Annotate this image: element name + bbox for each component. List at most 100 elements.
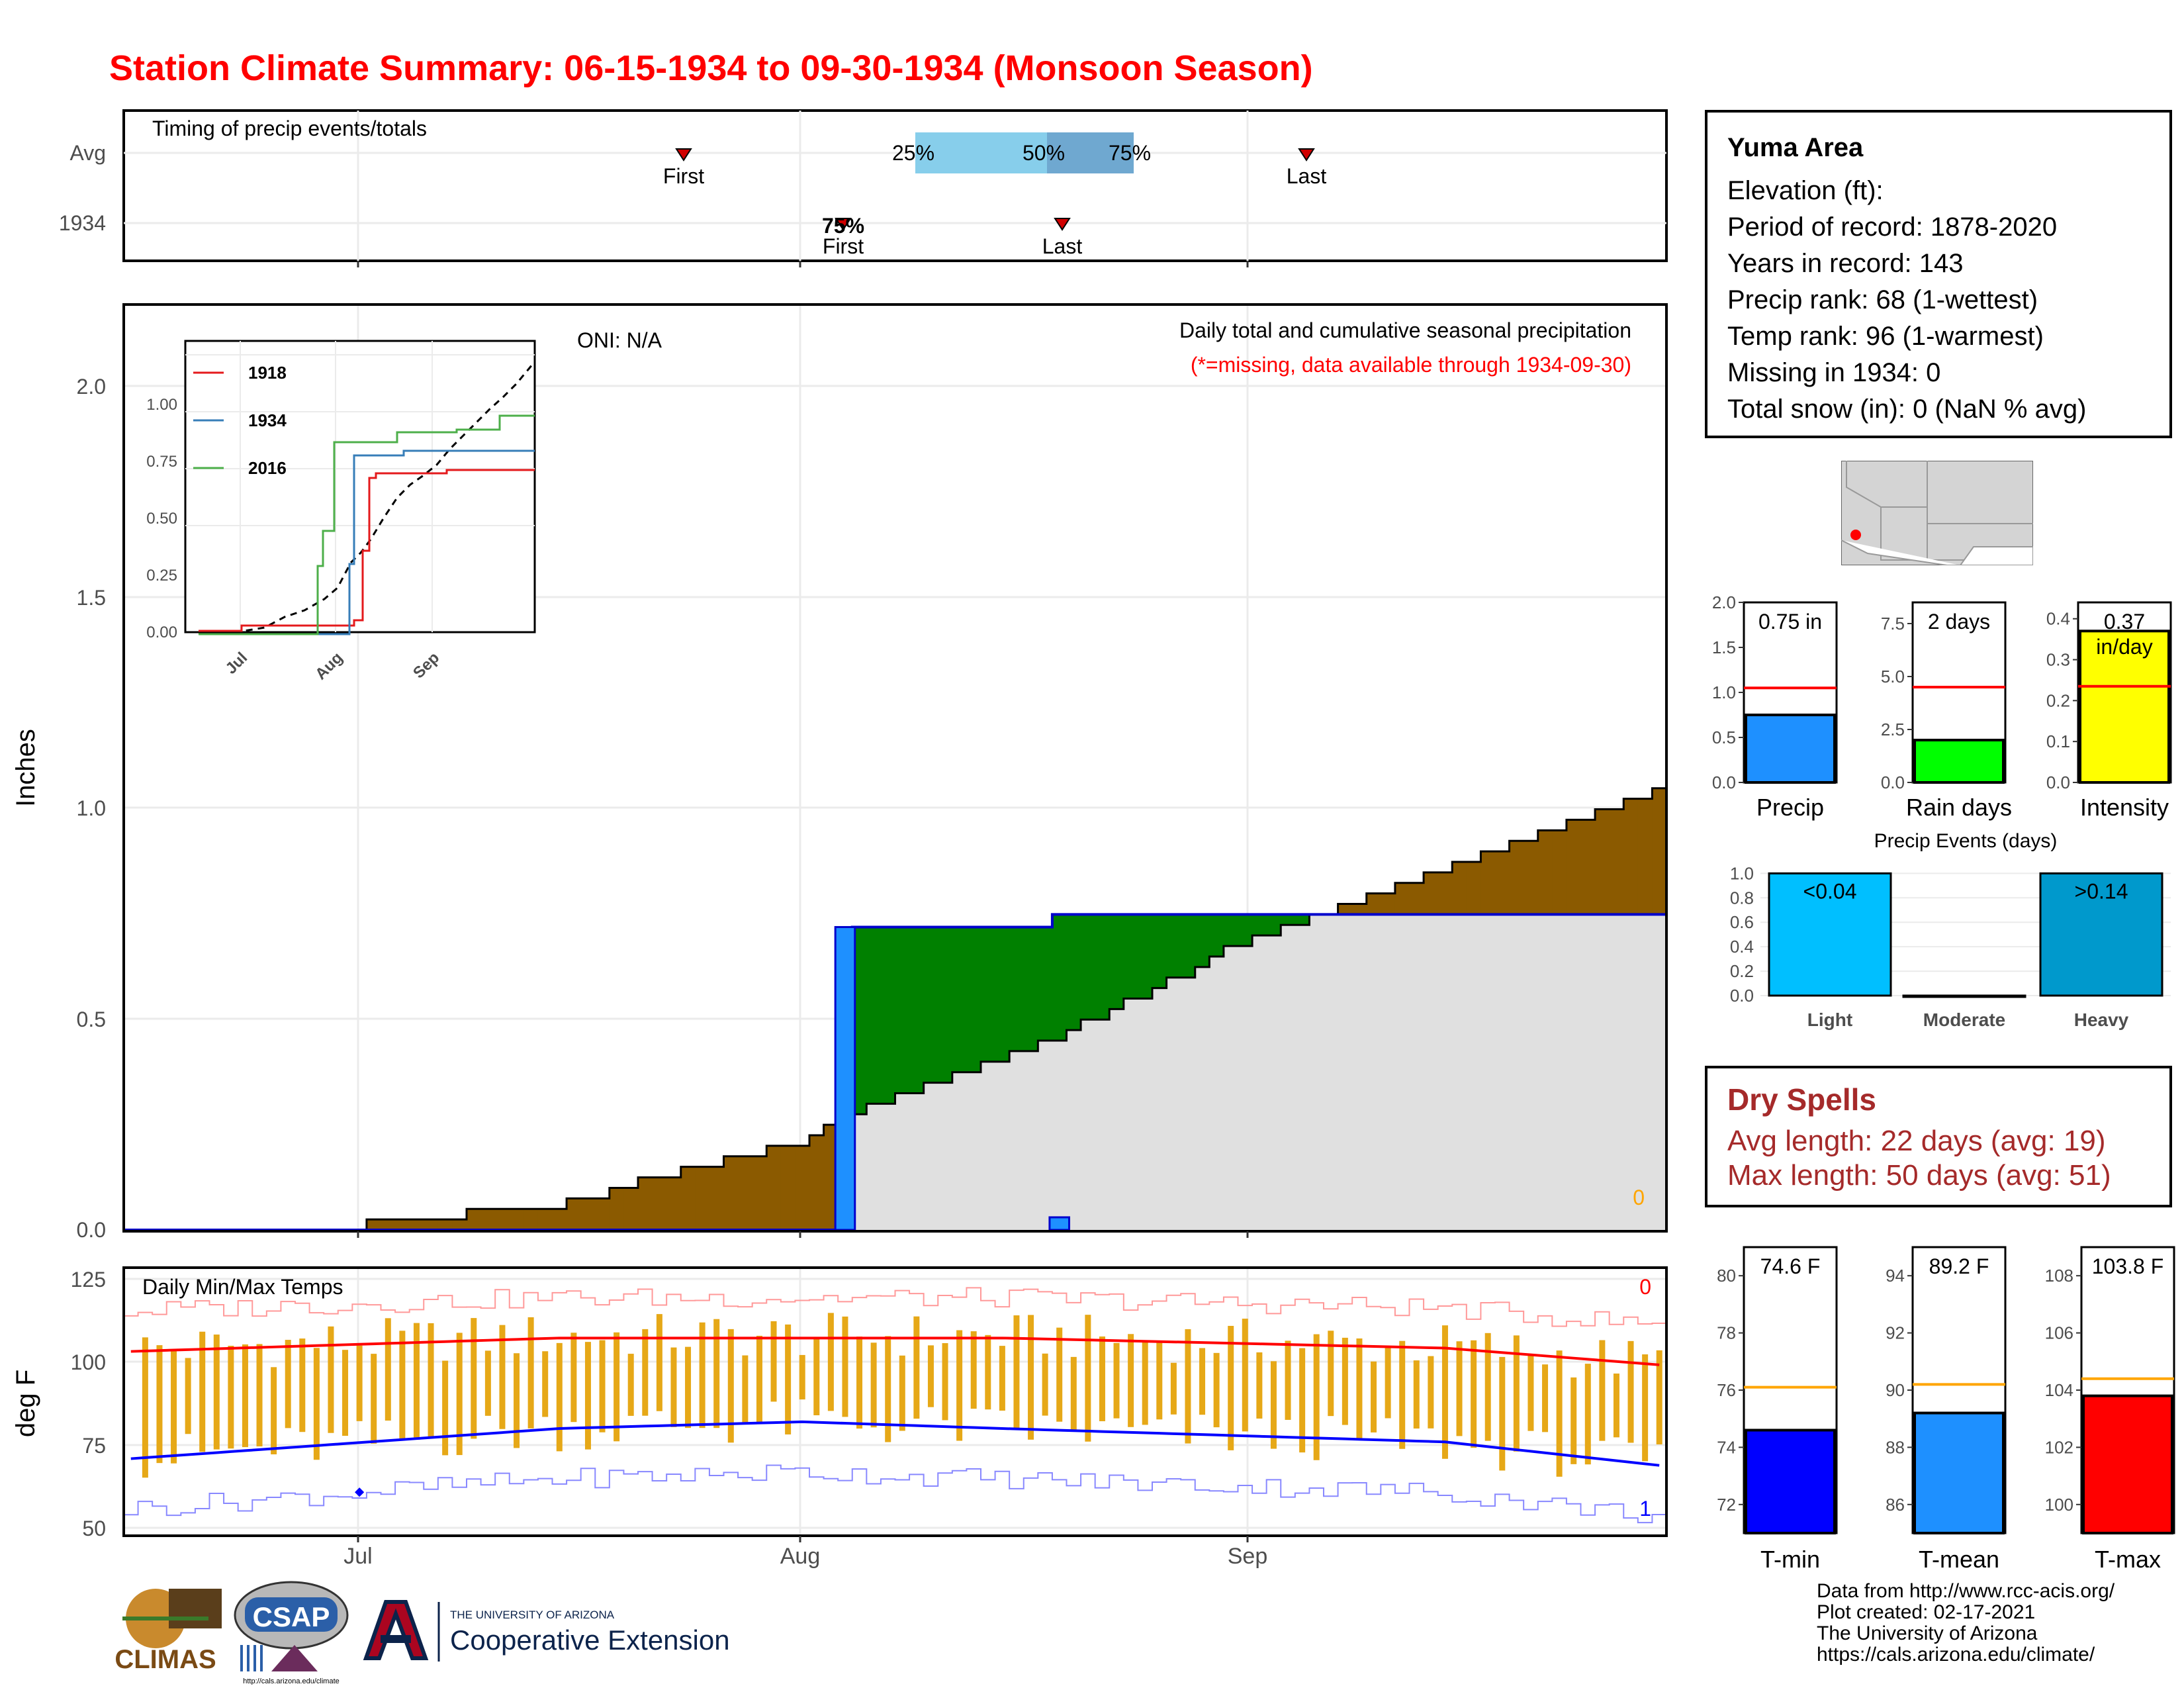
dry-spells-avg: Avg length: 22 days (avg: 19) <box>1727 1125 2106 1157</box>
avg-min-line <box>130 1420 1660 1467</box>
deficit-segment <box>1609 809 1624 915</box>
deficit-segment <box>666 1177 682 1230</box>
avg-25-50-band <box>915 132 1047 173</box>
daily-temp-range-bar <box>956 1330 963 1441</box>
precip-ylabel: Inches <box>11 729 40 807</box>
daily-temp-range-bar <box>399 1331 406 1440</box>
summary-ytick: 0.2 <box>2046 690 2070 710</box>
surplus-segment <box>952 927 968 1072</box>
daily-temp-range-bar <box>228 1346 234 1449</box>
daily-temp-range-bar <box>1085 1315 1091 1442</box>
daily-temp-range-bar <box>1456 1341 1463 1436</box>
surplus-segment <box>1138 914 1153 999</box>
summary-bar-value-label: 2 days <box>1928 610 1990 633</box>
daily-temp-range-bar <box>1028 1315 1034 1440</box>
daily-temp-range-bar <box>1285 1340 1291 1420</box>
daily-temp-range-bar <box>1199 1348 1206 1415</box>
deficit-segment <box>638 1177 653 1230</box>
events-ytick: 0.6 <box>1730 912 1754 932</box>
daily-temp-range-bar <box>756 1335 762 1424</box>
credit-url: https://cals.arizona.edu/climate/ <box>1817 1644 2095 1665</box>
daily-temp-range-bar <box>471 1318 477 1439</box>
deficit-segment <box>567 1198 582 1230</box>
deficit-segment <box>1580 820 1596 915</box>
daily-temp-range-bar <box>1428 1356 1434 1429</box>
deficit-segment <box>752 1156 767 1230</box>
locator-map <box>1841 461 2033 565</box>
deficit-segment <box>523 1209 539 1230</box>
deficit-segment <box>709 1166 725 1230</box>
summary-ytick: 0.0 <box>2046 773 2070 792</box>
inset-ytick-4: 1.00 <box>146 396 177 414</box>
summary-ytick: 88 <box>1886 1437 1905 1457</box>
daily-temp-range-bar <box>413 1323 420 1438</box>
daily-temp-range-bar <box>1185 1329 1191 1444</box>
summary-bar-value <box>1745 1429 1836 1535</box>
daily-temp-range-bar <box>171 1350 177 1464</box>
cumulative-inset: 0.00 0.25 0.50 0.75 1.00 Jul Aug Sep 191… <box>146 340 536 683</box>
daily-temp-range-bar <box>570 1333 577 1423</box>
events-ytick: 0.0 <box>1730 986 1754 1006</box>
summary-bar-label: T-min <box>1760 1546 1820 1573</box>
y1934-first-label: First <box>823 234 864 258</box>
deficit-segment <box>1381 893 1396 915</box>
summary-ytick: 102 <box>2045 1437 2073 1457</box>
surplus-segment <box>1238 914 1253 947</box>
surplus-segment <box>938 927 953 1083</box>
station-location-dot <box>1850 530 1861 540</box>
surplus-segment <box>852 927 867 1115</box>
timing-panel: Timing of precip events/totals Avg 1934 … <box>59 109 1668 267</box>
surplus-segment <box>909 927 925 1094</box>
record-min-line <box>124 1464 1666 1524</box>
deficit-segment <box>366 1219 382 1230</box>
daily-temp-range-bar <box>1656 1350 1662 1445</box>
avg-50-75-band <box>1047 132 1134 173</box>
summary-bar-value-label: 103.8 F <box>2092 1254 2164 1278</box>
surplus-segment <box>1266 914 1281 936</box>
summary-bar-value-label: 0.75 in <box>1758 610 1822 633</box>
summary-bar-label: Rain days <box>1906 794 2012 821</box>
daily-temp-range-bar <box>1328 1331 1334 1417</box>
daily-temp-range-bar <box>813 1338 820 1415</box>
temp-ylabel: deg F <box>11 1370 40 1437</box>
daily-temp-range-bar <box>1342 1337 1348 1425</box>
precip-description: Daily total and cumulative seasonal prec… <box>1179 318 1631 342</box>
daily-temp-range-bar <box>285 1340 291 1429</box>
summary-bar-value <box>2082 1394 2173 1534</box>
daily-precip-bar <box>834 925 856 1231</box>
deficit-segment <box>395 1219 410 1230</box>
deficit-segment <box>623 1188 639 1230</box>
daily-temp-range-bar <box>213 1335 220 1450</box>
inset-legend-1918: 1918 <box>248 363 287 383</box>
summary-ytick: 72 <box>1717 1495 1736 1515</box>
summary-ytick: 100 <box>2045 1495 2073 1515</box>
temp-ytick-75: 75 <box>82 1434 106 1458</box>
summary-bar-value <box>2079 630 2170 784</box>
daily-temp-range-bar <box>727 1329 734 1443</box>
dry-spells-max: Max length: 50 days (avg: 51) <box>1727 1159 2111 1192</box>
daily-temp-range-bar <box>1399 1340 1406 1449</box>
deficit-segment <box>1595 809 1610 915</box>
month-sep: Sep <box>1228 1544 1268 1569</box>
deficit-segment <box>467 1209 482 1230</box>
daily-temp-range-bar <box>584 1342 591 1450</box>
y1934-overlap-label: 75% <box>822 214 864 238</box>
daily-temp-range-bar <box>271 1367 277 1455</box>
daily-temp-range-bar <box>1484 1333 1491 1441</box>
daily-temp-range-bar <box>599 1340 606 1432</box>
daily-temp-range-bar <box>1013 1315 1020 1430</box>
deficit-segment <box>1338 904 1353 915</box>
daily-temp-range-bar <box>484 1350 491 1416</box>
daily-temp-range-bar <box>1213 1352 1220 1428</box>
surplus-segment <box>1095 914 1110 1020</box>
events-ytick: 0.8 <box>1730 888 1754 908</box>
daily-temp-range-bar <box>299 1338 306 1432</box>
surplus-segment <box>1195 914 1210 967</box>
deficit-segment <box>1552 830 1567 915</box>
daily-temp-range-bar <box>514 1353 520 1448</box>
surplus-segment <box>1123 914 1139 999</box>
surplus-segment <box>1281 914 1296 925</box>
credit-created: Plot created: 02-17-2021 <box>1817 1601 2036 1623</box>
daily-temp-range-bar <box>256 1344 263 1447</box>
temp-max-missing: 0 <box>1639 1275 1651 1299</box>
